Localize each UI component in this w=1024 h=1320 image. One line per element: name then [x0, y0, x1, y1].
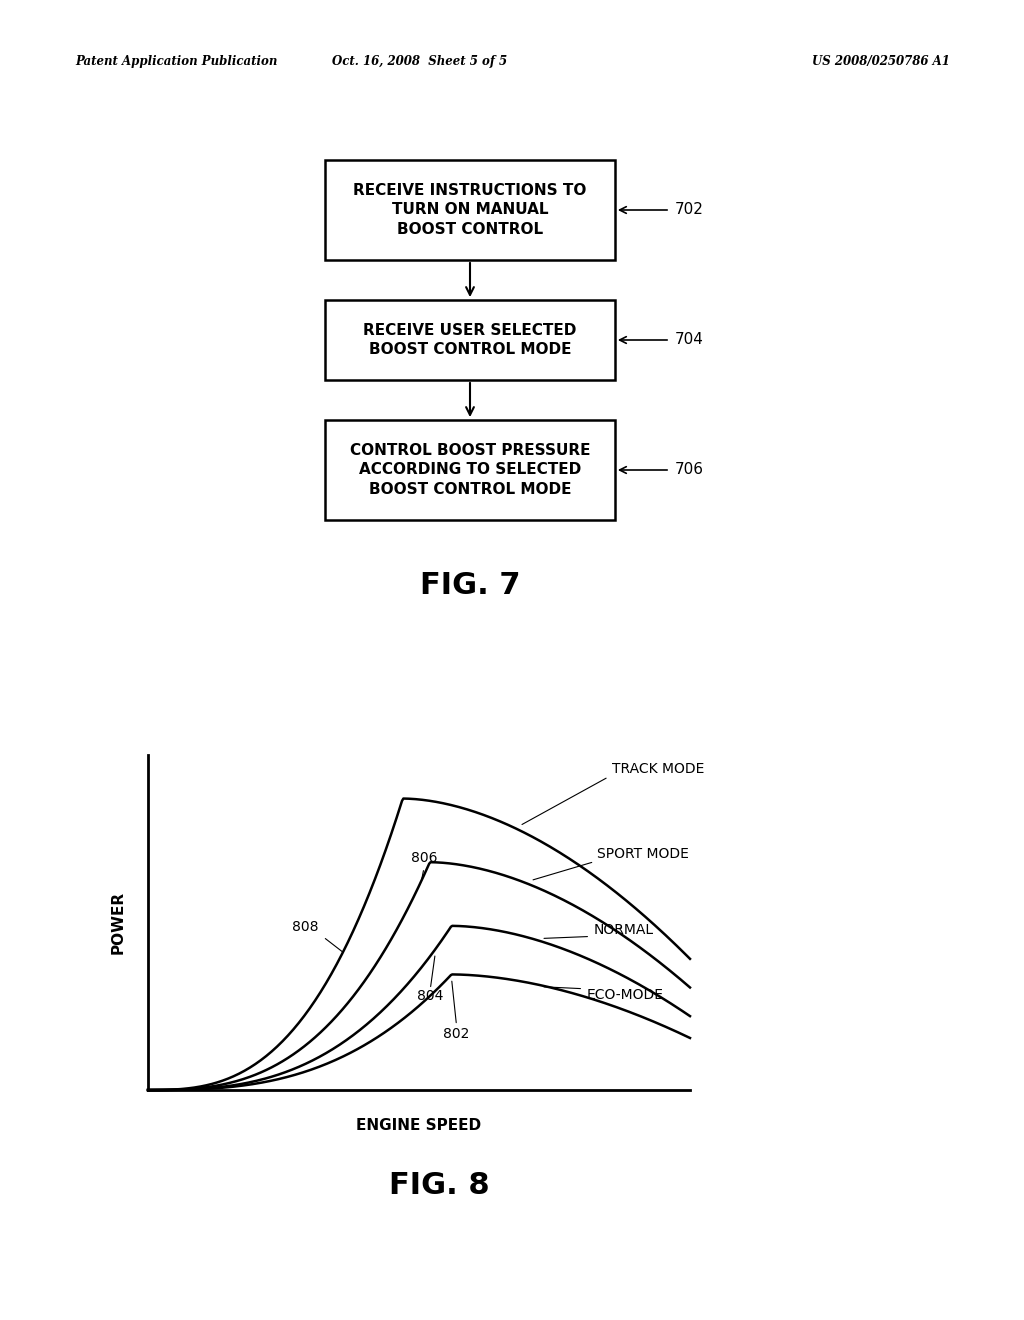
Text: FIG. 8: FIG. 8 [389, 1171, 489, 1200]
Text: Patent Application Publication: Patent Application Publication [75, 55, 278, 69]
Text: FIG. 7: FIG. 7 [420, 570, 520, 599]
Text: POWER: POWER [111, 891, 126, 954]
Text: 706: 706 [675, 462, 705, 478]
Text: 802: 802 [443, 1027, 470, 1041]
FancyBboxPatch shape [325, 160, 615, 260]
Text: ENGINE SPEED: ENGINE SPEED [356, 1118, 481, 1133]
Text: 702: 702 [675, 202, 703, 218]
FancyBboxPatch shape [325, 420, 615, 520]
Text: Oct. 16, 2008  Sheet 5 of 5: Oct. 16, 2008 Sheet 5 of 5 [333, 55, 508, 69]
Text: CONTROL BOOST PRESSURE
ACCORDING TO SELECTED
BOOST CONTROL MODE: CONTROL BOOST PRESSURE ACCORDING TO SELE… [350, 442, 590, 498]
Text: RECEIVE USER SELECTED
BOOST CONTROL MODE: RECEIVE USER SELECTED BOOST CONTROL MODE [364, 322, 577, 358]
Text: 806: 806 [411, 851, 437, 865]
Text: US 2008/0250786 A1: US 2008/0250786 A1 [812, 55, 950, 69]
Text: 804: 804 [417, 989, 443, 1003]
Text: RECEIVE INSTRUCTIONS TO
TURN ON MANUAL
BOOST CONTROL: RECEIVE INSTRUCTIONS TO TURN ON MANUAL B… [353, 182, 587, 238]
Text: 704: 704 [675, 333, 703, 347]
FancyBboxPatch shape [325, 300, 615, 380]
Text: TRACK MODE: TRACK MODE [611, 762, 703, 776]
Text: NORMAL: NORMAL [593, 924, 653, 937]
Text: SPORT MODE: SPORT MODE [597, 846, 689, 861]
Text: 808: 808 [292, 920, 318, 933]
Text: ECO-MODE: ECO-MODE [586, 987, 664, 1002]
